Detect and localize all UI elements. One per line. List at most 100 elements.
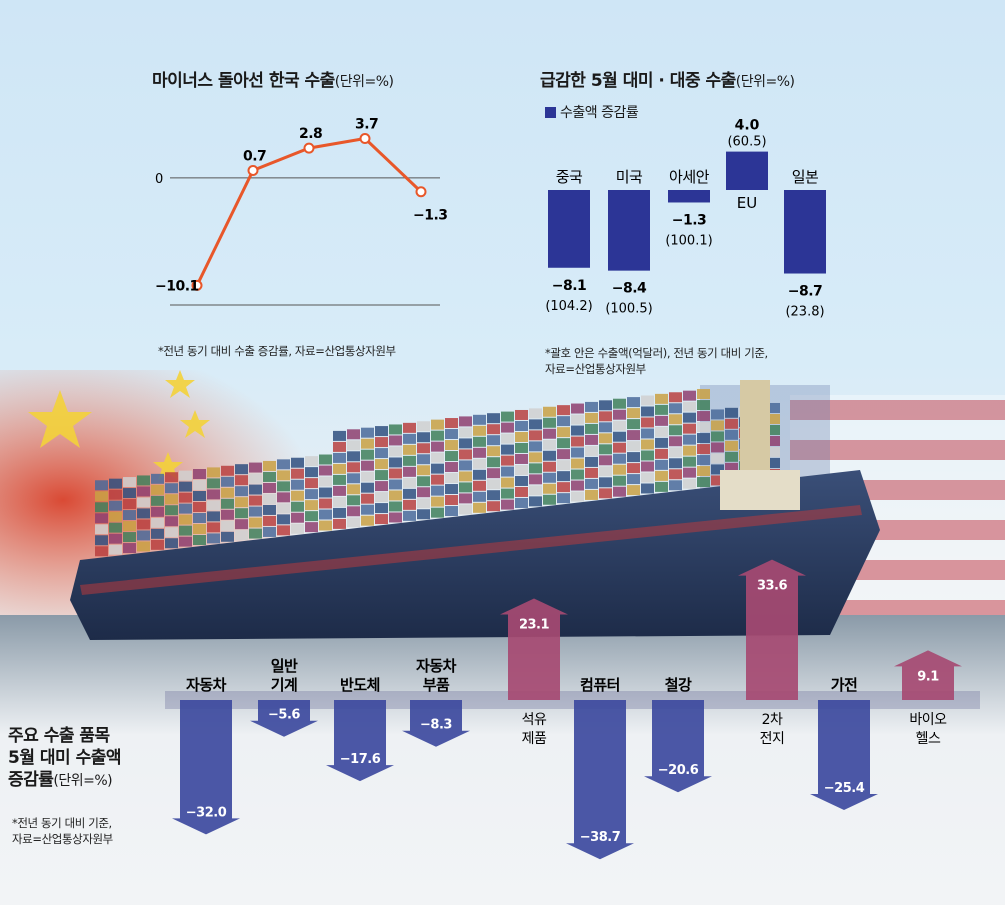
container xyxy=(515,486,528,497)
container xyxy=(669,403,682,414)
container xyxy=(277,459,290,470)
container xyxy=(683,478,696,489)
container-ship xyxy=(70,380,880,640)
bar xyxy=(726,151,768,190)
container xyxy=(627,485,640,496)
container xyxy=(165,527,178,538)
container xyxy=(641,428,654,439)
container xyxy=(207,511,220,522)
container xyxy=(375,459,388,470)
container xyxy=(277,514,290,525)
container xyxy=(683,401,696,412)
container xyxy=(487,468,500,479)
container xyxy=(627,452,640,463)
container xyxy=(655,426,668,437)
value-label: 33.6 xyxy=(757,579,788,594)
container xyxy=(305,511,318,522)
container xyxy=(683,412,696,423)
value-label: −1.3 xyxy=(672,212,707,228)
container xyxy=(459,427,472,438)
container xyxy=(557,405,570,416)
container xyxy=(305,500,318,511)
container xyxy=(585,423,598,434)
container xyxy=(403,510,416,521)
container xyxy=(193,502,206,513)
container xyxy=(277,525,290,536)
container xyxy=(501,411,514,422)
container xyxy=(683,434,696,445)
container xyxy=(641,406,654,417)
container xyxy=(431,430,444,441)
container xyxy=(95,502,108,513)
container xyxy=(277,481,290,492)
container xyxy=(767,457,780,468)
container xyxy=(333,463,346,474)
container xyxy=(599,411,612,422)
container xyxy=(389,512,402,523)
container xyxy=(585,445,598,456)
container xyxy=(487,413,500,424)
container xyxy=(571,436,584,447)
container xyxy=(95,546,108,557)
container xyxy=(557,482,570,493)
container xyxy=(319,487,332,498)
container xyxy=(725,429,738,440)
container xyxy=(445,473,458,484)
container xyxy=(207,467,220,478)
arrow-bar xyxy=(250,700,318,737)
container xyxy=(179,481,192,492)
items-chart-note: *전년 동기 대비 기준, 자료=산업통상자원부 xyxy=(12,815,113,847)
container xyxy=(487,446,500,457)
container xyxy=(179,492,192,503)
container xyxy=(473,480,486,491)
container xyxy=(431,485,444,496)
container xyxy=(585,456,598,467)
container xyxy=(655,437,668,448)
container xyxy=(375,481,388,492)
container xyxy=(515,497,528,508)
container xyxy=(599,466,612,477)
container xyxy=(613,420,626,431)
container xyxy=(389,424,402,435)
container xyxy=(431,463,444,474)
container xyxy=(403,466,416,477)
container xyxy=(487,424,500,435)
container xyxy=(613,409,626,420)
container xyxy=(151,528,164,539)
container xyxy=(557,493,570,504)
value-label: −17.6 xyxy=(340,752,381,767)
container xyxy=(669,458,682,469)
container xyxy=(431,496,444,507)
container xyxy=(431,419,444,430)
amount-label: (23.8) xyxy=(785,305,824,320)
container xyxy=(165,483,178,494)
container xyxy=(361,482,374,493)
container xyxy=(193,480,206,491)
container xyxy=(641,450,654,461)
container xyxy=(389,479,402,490)
container xyxy=(333,452,346,463)
container xyxy=(683,456,696,467)
container xyxy=(473,491,486,502)
container xyxy=(599,455,612,466)
container xyxy=(221,476,234,487)
data-point xyxy=(191,279,203,291)
container xyxy=(697,422,710,433)
container xyxy=(123,477,136,488)
container xyxy=(333,518,346,529)
container xyxy=(361,515,374,526)
container xyxy=(235,497,248,508)
container xyxy=(389,446,402,457)
container xyxy=(501,499,514,510)
container xyxy=(459,471,472,482)
container xyxy=(725,451,738,462)
container xyxy=(529,430,542,441)
container xyxy=(585,478,598,489)
data-label: 0.7 xyxy=(243,148,266,164)
container xyxy=(263,471,276,482)
arrow-bar xyxy=(500,598,568,700)
container xyxy=(501,466,514,477)
container xyxy=(669,392,682,403)
container xyxy=(613,453,626,464)
container xyxy=(95,491,108,502)
